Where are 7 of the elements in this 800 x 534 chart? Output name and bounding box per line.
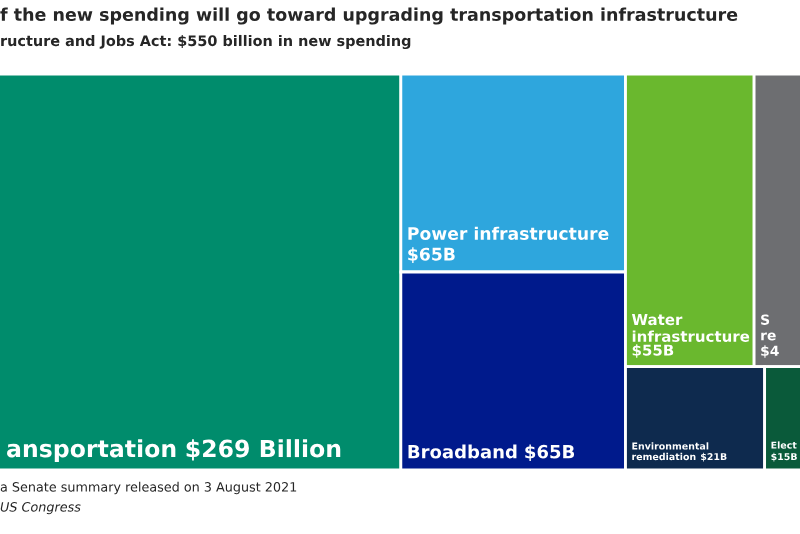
data-label: $65B xyxy=(408,247,455,263)
category-label: ansportation xyxy=(7,439,176,462)
category-label: Power infrastructure xyxy=(408,226,609,240)
category-label: Broadband xyxy=(408,444,517,459)
data-label: $65B xyxy=(525,444,575,461)
data-label: $269 Billion xyxy=(186,439,341,461)
text: f the new spending will go toward upgrading transportation infrastructure xyxy=(0,7,738,25)
